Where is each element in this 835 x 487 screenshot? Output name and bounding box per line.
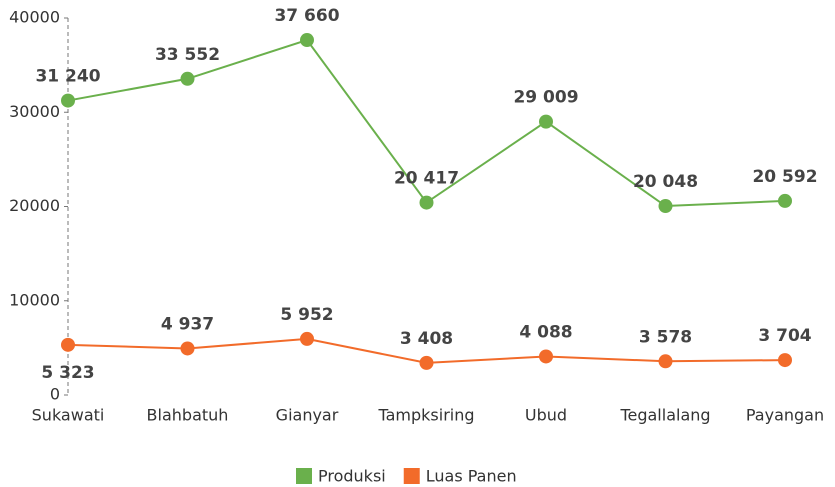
legend-swatch: [403, 468, 420, 484]
data-label: 3 704: [758, 326, 811, 346]
data-point: [778, 353, 792, 368]
data-point: [539, 114, 553, 129]
x-tick-label: Blahbatuh: [147, 406, 229, 425]
data-label: 20 048: [633, 172, 698, 192]
data-label: 5 952: [280, 305, 333, 325]
data-label: 3 578: [639, 327, 692, 347]
data-label: 20 592: [752, 167, 817, 187]
legend-swatch: [296, 468, 312, 484]
data-label: 5 323: [41, 363, 94, 383]
y-tick-label: 10000: [9, 290, 60, 309]
x-tick-label: Sukawati: [32, 406, 105, 425]
data-point: [300, 331, 314, 346]
data-label: 4 088: [519, 322, 572, 342]
data-label: 33 552: [155, 45, 220, 65]
data-label: 37 660: [274, 6, 339, 26]
data-point: [61, 337, 75, 352]
data-point: [300, 33, 314, 48]
data-point: [419, 195, 434, 210]
x-tick-label: Ubud: [525, 406, 567, 425]
data-label: 31 240: [35, 67, 100, 87]
data-point: [61, 93, 75, 108]
y-tick-label: 20000: [9, 196, 60, 215]
data-point: [778, 193, 792, 208]
data-point: [180, 71, 195, 86]
x-tick-label: Tegallalang: [619, 406, 710, 425]
data-label: 29 009: [513, 88, 578, 108]
data-point: [658, 354, 673, 369]
y-tick-label: 0: [50, 385, 60, 404]
data-label: 3 408: [400, 329, 453, 349]
legend-label: Luas Panen: [426, 467, 517, 486]
data-point: [658, 199, 673, 214]
data-point: [539, 349, 553, 364]
x-tick-label: Gianyar: [276, 406, 339, 425]
legend-label: Produksi: [318, 467, 386, 486]
data-label: 4 937: [161, 314, 214, 334]
x-tick-label: Tampksiring: [377, 406, 474, 425]
data-point: [180, 341, 195, 356]
y-tick-label: 30000: [9, 102, 60, 121]
x-tick-label: Payangan: [746, 406, 824, 425]
y-tick-label: 40000: [9, 8, 60, 27]
data-point: [419, 355, 434, 370]
data-label: 20 417: [394, 169, 459, 189]
